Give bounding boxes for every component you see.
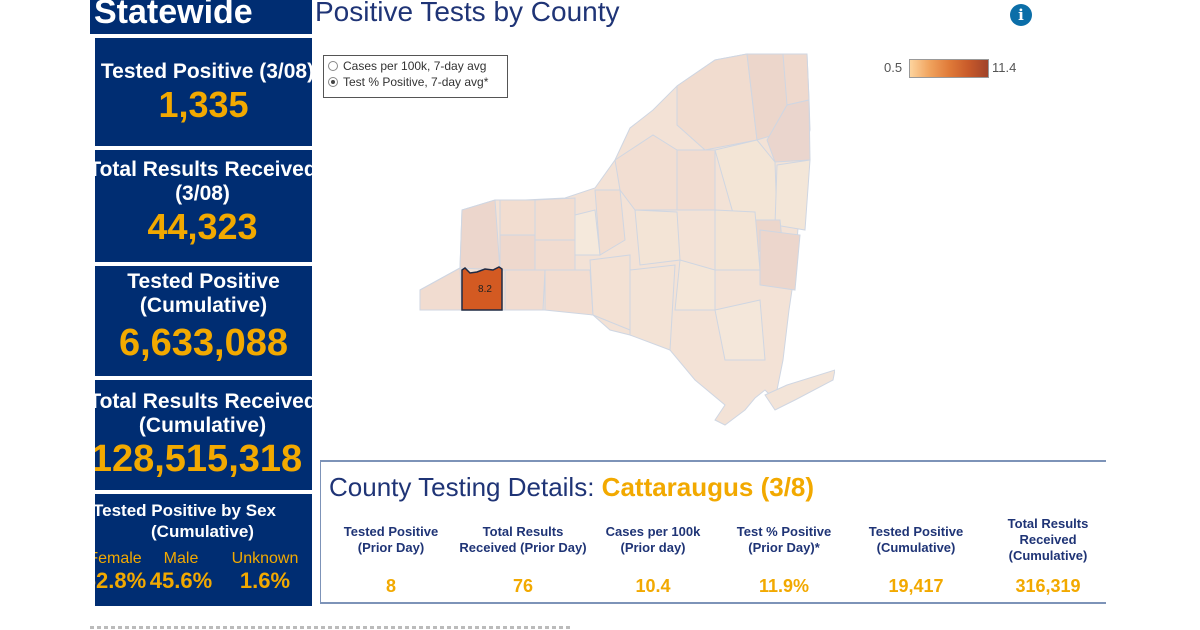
stat-value: 44,323: [147, 206, 258, 247]
sex-item-unknown: Unknown 1.6%: [231, 550, 299, 593]
stat-label: (3/08): [175, 182, 230, 205]
legend-min: 0.5: [884, 60, 903, 75]
county-value-label: 8.2: [478, 284, 492, 295]
radio-cases-per-100k[interactable]: Cases per 100k, 7-day avg: [328, 58, 507, 74]
detail-cases-per-100k: Cases per 100k (Prior day) 10.4: [605, 524, 701, 596]
legend-color-bar: [909, 59, 989, 78]
detail-test-percent-positive: Test % Positive (Prior Day)* 11.9%: [736, 524, 832, 596]
stat-label: Total Results Received: [95, 390, 312, 413]
details-title: County Testing Details: Cattaraugus (3/8…: [329, 472, 815, 502]
detail-total-results-cumulative: Total Results Received (Cumulative) 316,…: [1007, 516, 1089, 596]
detail-tested-positive-cumulative: Tested Positive (Cumulative) 19,417: [868, 524, 964, 596]
sex-item-female: Female 52.8%: [95, 550, 147, 593]
stat-tested-positive-cumulative: Tested Positive (Cumulative) 6,633,088: [95, 266, 312, 376]
county-map[interactable]: 8.2: [415, 40, 835, 430]
radio-unchecked-icon[interactable]: [328, 61, 338, 71]
stat-value: 6,633,088: [118, 322, 289, 364]
statewide-title: Statewide: [90, 0, 312, 34]
stat-label: Tested Positive: [127, 270, 280, 293]
stat-total-results-day: Total Results Received (3/08) 44,323: [95, 150, 312, 262]
stat-total-results-cumulative: Total Results Received (Cumulative) 128,…: [95, 380, 312, 490]
stat-tested-positive-by-sex: Tested Positive by Sex (Cumulative) Fema…: [95, 494, 312, 606]
radio-test-percent-positive[interactable]: Test % Positive, 7-day avg*: [328, 74, 507, 90]
footnote-clipped: [90, 622, 590, 630]
sex-item-male: Male 45.6%: [149, 550, 213, 593]
stat-value: 1,335: [158, 84, 249, 125]
stat-label: (Cumulative): [139, 294, 268, 317]
county-cattaraugus: [461, 266, 503, 311]
stat-value: 128,515,318: [95, 438, 303, 480]
selected-county: Cattaraugus (3/8): [601, 472, 815, 502]
stat-tested-positive-day: Tested Positive (3/08) 1,335: [95, 38, 312, 146]
stat-label: (Cumulative): [151, 522, 254, 541]
county-details-panel: County Testing Details: Cattaraugus (3/8…: [320, 460, 1106, 604]
detail-tested-positive-prior: Tested Positive (Prior Day) 8: [343, 524, 439, 596]
radio-checked-icon[interactable]: [328, 77, 338, 87]
legend-max: 11.4: [992, 60, 1017, 75]
stat-label: (Cumulative): [138, 414, 267, 437]
page-title: Positive Tests by County: [315, 0, 620, 27]
detail-total-results-prior: Total Results Received (Prior Day) 76: [459, 524, 587, 596]
metric-selector: Cases per 100k, 7-day avg Test % Positiv…: [323, 55, 508, 98]
stat-label: Total Results Received: [95, 158, 312, 181]
stat-label: Tested Positive by Sex: [95, 501, 276, 520]
county-shapes: [419, 53, 835, 426]
info-icon[interactable]: i: [1010, 4, 1032, 26]
stat-label: Tested Positive (3/08): [100, 60, 312, 83]
